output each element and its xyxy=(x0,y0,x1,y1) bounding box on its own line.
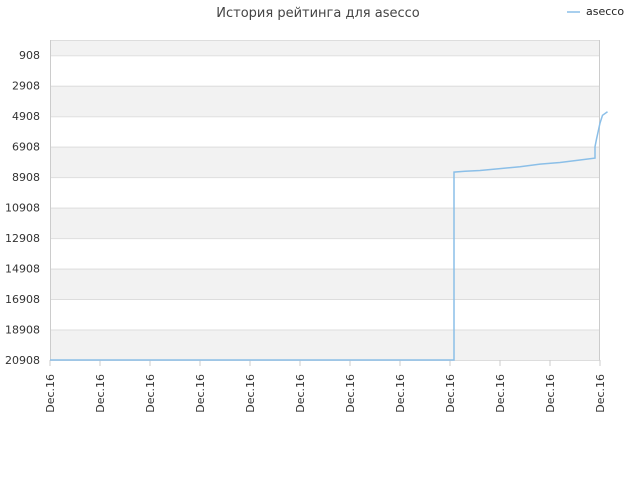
chart-title: История рейтинга для asecco xyxy=(216,6,419,21)
y-tick-label: 2908 xyxy=(12,80,40,93)
y-tick-label: 14908 xyxy=(5,263,40,276)
x-tick-label: Dec.16 xyxy=(294,374,307,413)
series-line-asecco xyxy=(50,111,608,361)
y-tick-label: 18908 xyxy=(5,324,40,337)
x-tick-label: Dec.16 xyxy=(494,374,507,413)
y-tick-label: 20908 xyxy=(5,354,40,367)
plot-band xyxy=(50,238,600,269)
x-tick-label: Dec.16 xyxy=(344,374,357,413)
plot-band xyxy=(50,116,600,147)
y-tick-label: 12908 xyxy=(5,232,40,245)
x-axis-ticks: Dec.16 Dec.16 Dec.16 Dec.16 Dec.16 Dec.16 Dec.… xyxy=(44,360,607,413)
y-tick-label: 4908 xyxy=(12,110,40,123)
x-tick-label: Dec.16 xyxy=(394,374,407,413)
plot-band xyxy=(50,40,600,56)
plot-bands xyxy=(50,40,600,360)
series-lines xyxy=(50,111,608,361)
y-axis-ticks: 908 2908 4908 6908 8908 10908 12908 14908 16908 1… xyxy=(5,49,40,367)
y-tick-label: 6908 xyxy=(12,141,40,154)
x-tick-label: Dec.16 xyxy=(94,374,107,413)
plot-band xyxy=(50,207,600,239)
y-tick-label: 10908 xyxy=(5,202,40,215)
plot-band xyxy=(50,299,600,330)
x-tick-label: Dec.16 xyxy=(144,374,157,413)
plot-band xyxy=(50,146,600,178)
plot-band xyxy=(50,177,600,208)
y-tick-label: 16908 xyxy=(5,293,40,306)
x-tick-label: Dec.16 xyxy=(244,374,257,413)
x-tick-label: Dec.16 xyxy=(594,374,607,413)
y-tick-label: 908 xyxy=(19,49,40,62)
x-tick-label: Dec.16 xyxy=(544,374,557,413)
legend[interactable]: asecco xyxy=(567,5,624,18)
legend-label: asecco xyxy=(586,5,624,18)
x-tick-label: Dec.16 xyxy=(44,374,57,413)
x-tick-label: Dec.16 xyxy=(194,374,207,413)
x-tick-label: Dec.16 xyxy=(444,374,457,413)
plot-band xyxy=(50,268,600,300)
y-tick-label: 8908 xyxy=(12,171,40,184)
plot-band xyxy=(50,55,600,86)
plot-band xyxy=(50,85,600,117)
plot-band xyxy=(50,329,600,360)
